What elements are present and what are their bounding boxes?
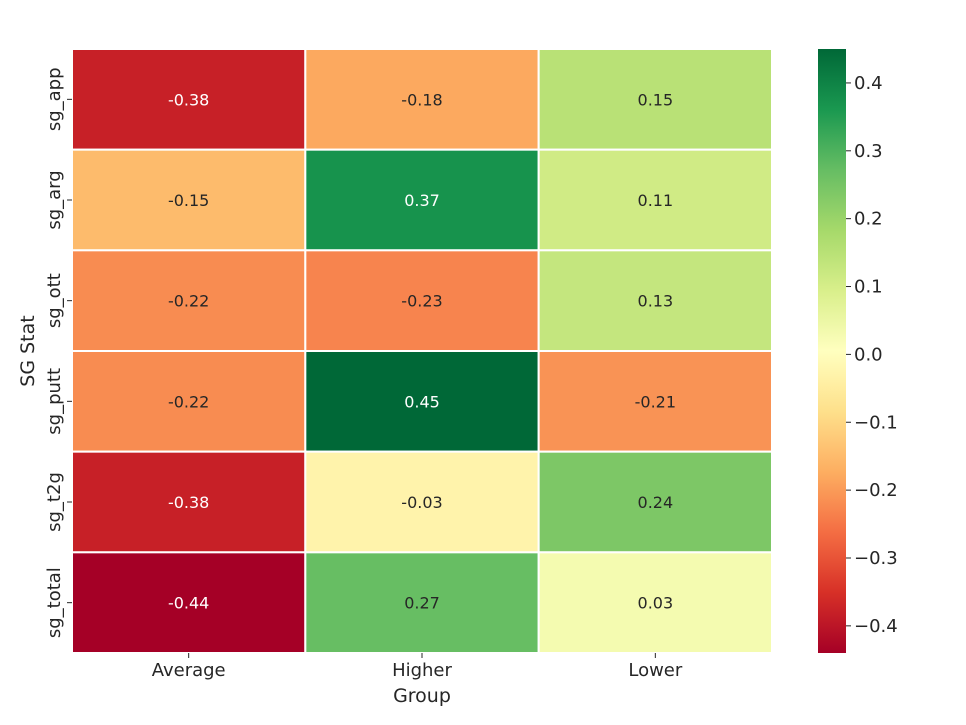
heatmap-cell-label: -0.23 [401, 292, 442, 311]
heatmap-cell-labels: -0.38 -0.18 0.15 -0.15 0.37 0.11 -0.22 -0.23 0.1… [168, 90, 676, 612]
heatmap-cell [304, 551, 540, 654]
heatmap-cell [304, 249, 540, 352]
y-tick-label: sg_ott [44, 273, 65, 328]
heatmap-cell-label: -0.15 [168, 191, 209, 210]
y-axis-ticks: sg_app sg_arg sg_ott sg_putt sg_t2g sg_total [44, 67, 72, 638]
heatmap-cell [304, 450, 540, 554]
x-tick-label: Lower [628, 660, 683, 681]
heatmap-cell-label: -0.22 [168, 392, 209, 411]
x-tick-label: Higher [392, 660, 452, 681]
colorbar-tick-label: −0.2 [854, 480, 898, 501]
heatmap-cell-label: -0.38 [168, 90, 209, 109]
colorbar-tick-label: 0.1 [854, 277, 883, 298]
heatmap-cell [537, 551, 774, 654]
colorbar-tick-label: −0.3 [854, 548, 898, 569]
colorbar-tick-label: 0.4 [854, 73, 883, 94]
heatmap-cell-label: 0.37 [404, 191, 440, 210]
heatmap-cell-label: 0.11 [638, 191, 674, 210]
heatmap-cell [537, 148, 774, 252]
heatmap-cell-label: -0.03 [401, 493, 442, 512]
heatmap-cell [71, 48, 307, 151]
x-tick-label: Average [152, 660, 226, 681]
heatmap-cell-label: 0.27 [404, 594, 440, 613]
heatmap-cell [71, 350, 307, 453]
heatmap-cell-label: -0.18 [401, 90, 442, 109]
heatmap-cell-label: -0.22 [168, 292, 209, 311]
heatmap-cells [71, 48, 774, 654]
heatmap-cell-label: -0.38 [168, 493, 209, 512]
heatmap-cell [304, 48, 540, 151]
colorbar [818, 49, 846, 653]
x-axis-title: Group [393, 685, 451, 707]
colorbar-tick-label: 0.2 [854, 209, 883, 230]
y-axis-title: SG Stat [17, 315, 39, 386]
y-tick-label: sg_total [44, 567, 65, 638]
heatmap-cell-label: 0.45 [404, 392, 440, 411]
heatmap-cell-label: -0.44 [168, 594, 209, 613]
y-tick-label: sg_t2g [44, 472, 65, 532]
heatmap-cell-label: 0.13 [638, 292, 674, 311]
y-tick-label: sg_app [44, 67, 65, 131]
heatmap-cell [537, 450, 774, 554]
heatmap-cell [537, 350, 774, 453]
heatmap-cell-label: 0.03 [638, 594, 674, 613]
heatmap-cell [71, 148, 307, 252]
heatmap-cell-label: 0.24 [638, 493, 674, 512]
colorbar-tick-label: 0.0 [854, 344, 883, 365]
x-axis-ticks: Average Higher Lower [152, 653, 683, 681]
colorbar-tick-label: −0.1 [854, 412, 898, 433]
heatmap-cell [537, 48, 774, 151]
colorbar-tick-label: −0.4 [854, 616, 898, 637]
colorbar-tick-label: 0.3 [854, 141, 883, 162]
y-tick-label: sg_putt [44, 368, 65, 435]
colorbar-ticks: 0.4 0.3 0.2 0.1 0.0 −0.1 −0.2 −0.3 −0.4 [846, 73, 898, 637]
y-tick-label: sg_arg [44, 170, 65, 229]
heatmap-cell-label: 0.15 [638, 90, 674, 109]
heatmap-cell-label: -0.21 [635, 392, 676, 411]
